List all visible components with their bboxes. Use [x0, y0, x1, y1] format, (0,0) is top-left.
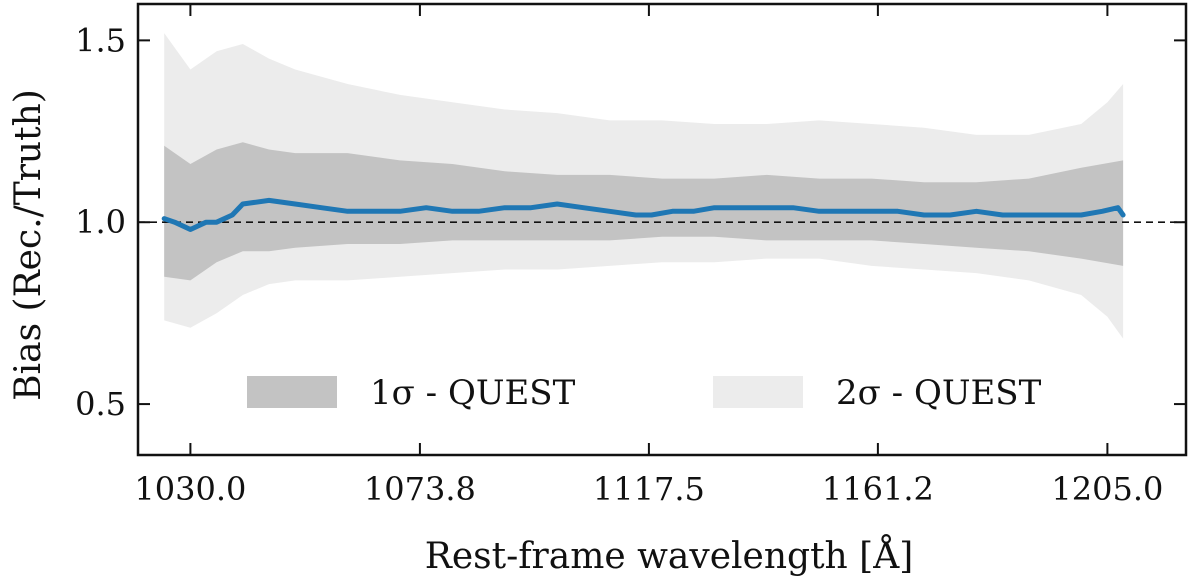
- legend-swatch-1sigma: [247, 376, 337, 408]
- median-bias-line: [161, 197, 1126, 232]
- legend: 1σ - QUEST 2σ - QUEST: [247, 373, 1042, 413]
- y-tick-label: 0.5: [75, 385, 126, 423]
- band-1sigma: [164, 142, 1124, 281]
- x-tick-label: 1117.5: [593, 470, 705, 508]
- ticks: 1030.0 1073.8 1117.5 1161.2 1205.0 0.5 1.0 1.5: [75, 4, 1186, 508]
- axes: [136, 2, 1188, 457]
- x-tick-label: 1073.8: [364, 470, 476, 508]
- legend-label-2sigma: 2σ - QUEST: [836, 373, 1042, 413]
- legend-label-1sigma: 1σ - QUEST: [370, 373, 576, 413]
- median-line-group: [161, 197, 1126, 232]
- y-tick-label: 1.0: [75, 203, 126, 241]
- plot-frame: [136, 2, 1188, 457]
- legend-swatch-2sigma: [713, 376, 803, 408]
- confidence-bands: [164, 33, 1124, 339]
- y-tick-label: 1.5: [75, 21, 126, 59]
- x-tick-label: 1030.0: [134, 470, 246, 508]
- x-tick-label: 1161.2: [822, 470, 934, 508]
- x-tick-label: 1205.0: [1051, 470, 1163, 508]
- x-axis-label: Rest-frame wavelength [Å]: [425, 535, 914, 577]
- y-axis-label: Bias (Rec./Truth): [8, 89, 49, 401]
